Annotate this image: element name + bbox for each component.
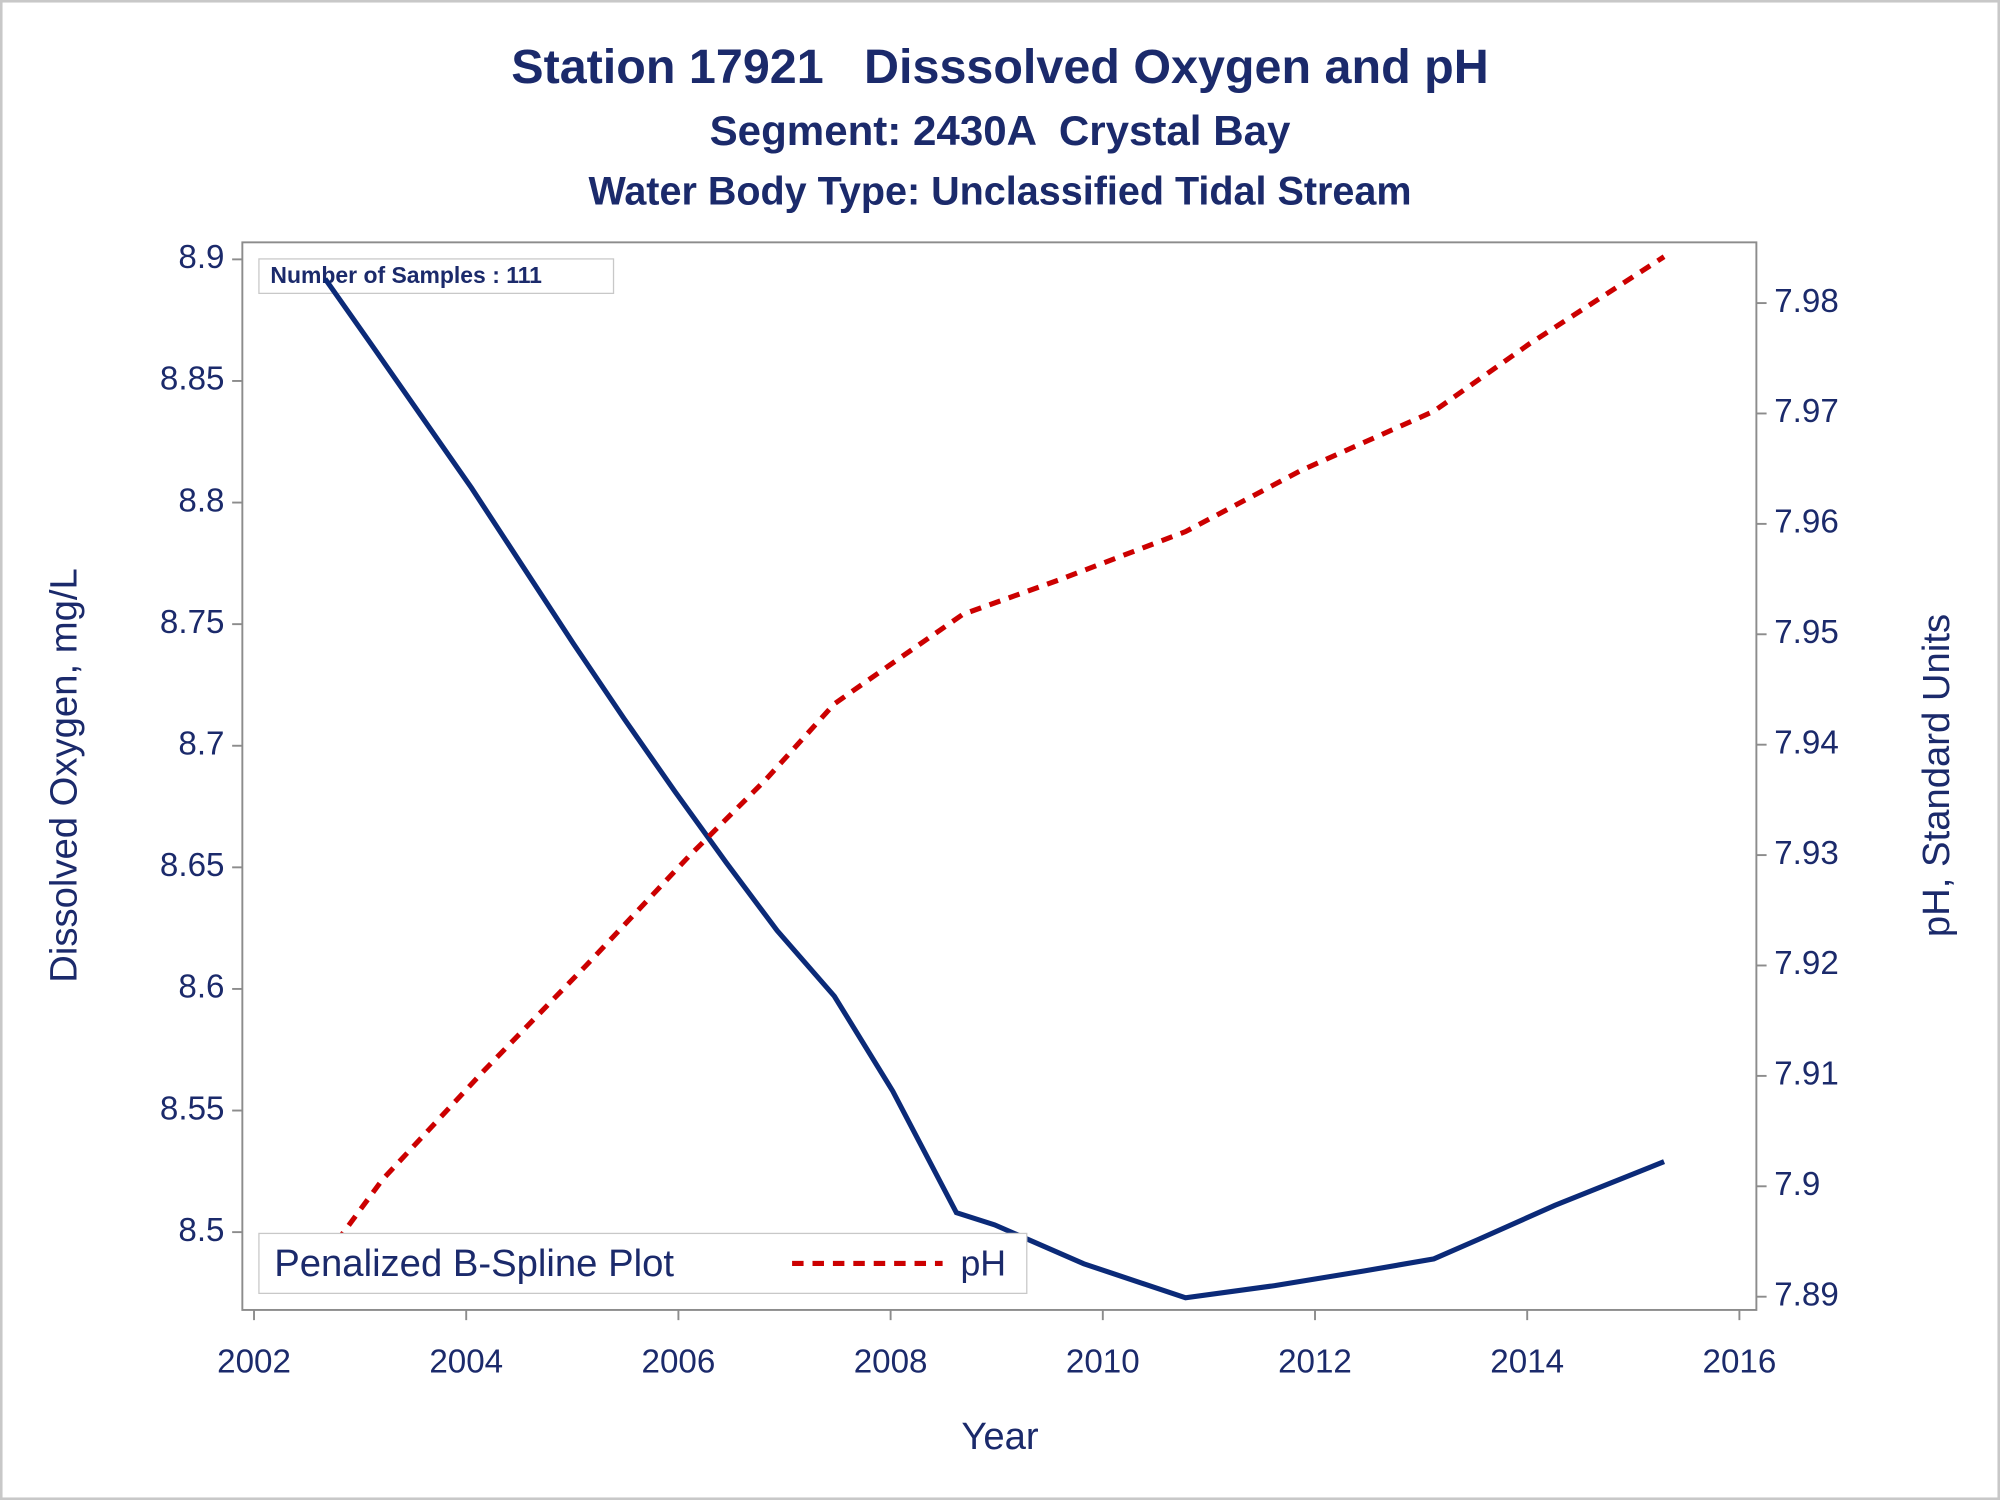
plot-area [241,241,1758,1311]
x-tick-label: 2008 [854,1343,928,1380]
annotation-box [258,258,615,295]
y-tick-label: 8.7 [178,726,224,763]
y2-tick-label: 7.92 [1774,945,1839,982]
y-tick-label: 8.75 [160,604,225,641]
annotation: Number of Samples : 111 [270,262,542,288]
y2-tick-label: 7.89 [1774,1276,1839,1313]
y2-tick-label: 7.91 [1774,1056,1839,1093]
x-tick-label: 2014 [1490,1343,1564,1380]
y-tick-label: 8.8 [178,482,224,519]
x-tick-label: 2012 [1278,1343,1352,1380]
chart-title: Station 17921 Disssolved Oxygen and pH [511,40,1488,94]
y2-tick-label: 7.9 [1774,1166,1820,1203]
legend-title: Penalized B-Spline Plot [274,1242,674,1285]
line-series [323,277,1666,1301]
y-tick-label: 8.85 [160,361,225,398]
x-tick-label: 2002 [217,1343,291,1380]
y2-axis-label: pH, Standard Units [1915,614,1958,937]
x-tick-label: 2010 [1066,1343,1140,1380]
y2-tick-label: 7.96 [1774,504,1839,541]
y2-tick-label: 7.95 [1774,614,1839,651]
y-tick-label: 8.6 [178,969,224,1006]
chart-subtitle: Water Body Type: Unclassified Tidal Stre… [588,169,1411,213]
y-tick-label: 8.9 [178,239,224,276]
x-axis-label: Year [961,1415,1039,1458]
y2-tick-label: 7.98 [1774,283,1839,320]
y2-tick-label: 7.93 [1774,835,1839,872]
y-axis-label: Dissolved Oxygen, mg/L [42,568,85,983]
y-tick-label: 8.55 [160,1090,225,1127]
x-tick-label: 2016 [1703,1343,1777,1380]
chart-subtitle: Segment: 2430A Crystal Bay [710,107,1291,154]
y-tick-label: 8.65 [160,847,225,884]
x-tick-label: 2006 [642,1343,716,1380]
line-series [310,254,1666,1277]
y2-tick-label: 7.97 [1774,393,1839,430]
x-tick-label: 2004 [429,1343,503,1380]
y-tick-label: 8.5 [178,1212,224,1249]
legend-label: pH [960,1243,1006,1283]
y2-tick-label: 7.94 [1774,724,1839,761]
